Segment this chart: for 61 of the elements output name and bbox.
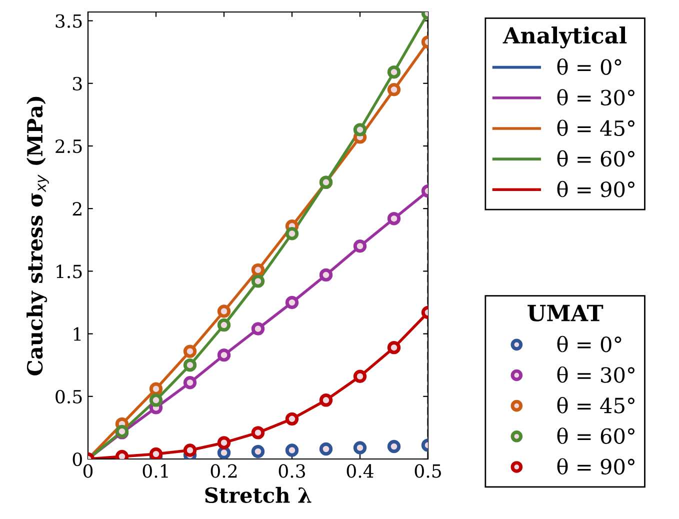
point <box>217 304 231 318</box>
y-tick-label: 0 <box>72 452 82 466</box>
point <box>217 436 231 450</box>
point <box>251 444 265 458</box>
point <box>251 263 265 277</box>
point <box>319 268 333 282</box>
point <box>251 322 265 336</box>
legend-label: θ = 90° <box>557 458 634 475</box>
legend-label: θ = 60° <box>557 150 634 167</box>
point <box>353 240 367 253</box>
legend-label: θ = 30° <box>557 89 634 106</box>
point <box>387 340 401 354</box>
y-tick-label: 3 <box>73 76 82 90</box>
x-axis-title: Stretch λ <box>205 486 312 504</box>
legend-label: θ = 30° <box>557 366 634 383</box>
legend-label: θ = 60° <box>557 428 634 444</box>
text: UMAT <box>528 304 604 322</box>
point <box>149 382 163 396</box>
point <box>387 212 401 226</box>
legend-label: θ = 0° <box>557 58 622 75</box>
point <box>183 358 197 372</box>
x-tick-label: 0.5 <box>414 464 441 478</box>
point <box>387 440 401 454</box>
y-tick-label: 2.5 <box>56 139 82 154</box>
point <box>353 441 367 454</box>
y-axis-title: Cauchy stress σ$_{xy}$ (MPa) <box>26 96 49 376</box>
legend-label: θ = 45° <box>557 120 634 136</box>
y-tick-label: 3.5 <box>56 14 82 28</box>
y-tick-label: 2 <box>72 202 82 216</box>
point <box>285 412 299 426</box>
y-tick-label: 1.5 <box>56 264 82 278</box>
point <box>319 394 333 407</box>
point <box>285 444 299 457</box>
x-tick-label: 0 <box>83 464 93 478</box>
point <box>387 83 401 96</box>
point <box>183 444 197 457</box>
point <box>217 348 231 362</box>
point <box>149 394 163 407</box>
y-tick-label: 0.5 <box>56 390 82 404</box>
legend-label: θ = 45° <box>557 397 634 414</box>
text: Analytical <box>502 26 627 48</box>
legend-label: θ = 90° <box>557 180 634 198</box>
point <box>183 344 197 358</box>
x-tick-label: 0.3 <box>278 464 306 478</box>
point <box>285 227 299 240</box>
point <box>217 318 231 332</box>
y-tick-label: 1 <box>74 327 81 341</box>
point <box>319 442 333 456</box>
x-tick-label: 0.1 <box>142 464 168 478</box>
point <box>285 296 299 310</box>
point <box>251 426 265 440</box>
point <box>251 274 265 288</box>
legend-label: θ = 0° <box>557 336 622 352</box>
point <box>217 446 231 459</box>
point <box>149 447 163 459</box>
point <box>183 376 197 390</box>
point <box>353 370 367 383</box>
x-tick-label: 0.4 <box>346 464 374 478</box>
point <box>387 66 401 79</box>
point <box>353 123 367 136</box>
x-tick-label: 0.2 <box>210 464 237 478</box>
